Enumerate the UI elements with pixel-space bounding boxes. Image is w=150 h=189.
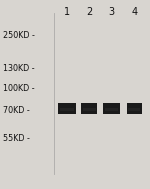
Bar bbox=[103, 104, 120, 114]
Bar bbox=[127, 104, 142, 114]
Text: 4: 4 bbox=[131, 7, 137, 17]
Bar bbox=[60, 108, 74, 111]
Text: 130KD -: 130KD - bbox=[3, 64, 35, 73]
Text: 250KD -: 250KD - bbox=[3, 31, 35, 40]
Bar bbox=[105, 108, 118, 111]
Bar bbox=[128, 108, 140, 111]
Bar bbox=[83, 108, 96, 111]
Text: 70KD -: 70KD - bbox=[3, 106, 30, 115]
Text: 3: 3 bbox=[109, 7, 115, 17]
Text: 2: 2 bbox=[86, 7, 92, 17]
Text: 55KD -: 55KD - bbox=[3, 134, 30, 143]
Bar bbox=[58, 104, 76, 114]
Bar bbox=[81, 104, 97, 114]
Text: 1: 1 bbox=[64, 7, 70, 17]
Text: 100KD -: 100KD - bbox=[3, 84, 35, 93]
